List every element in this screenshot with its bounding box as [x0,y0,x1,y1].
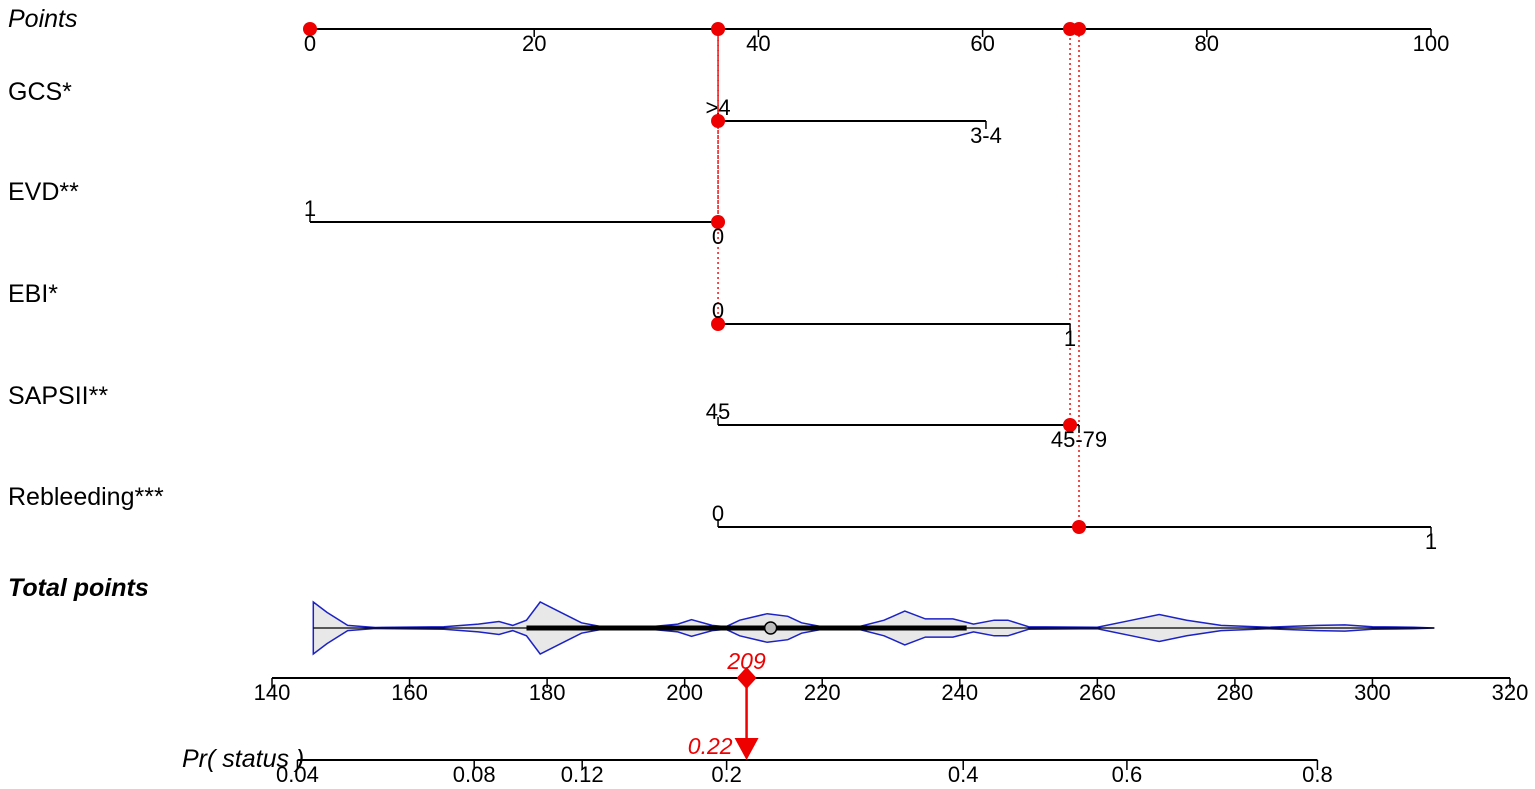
selected-level-marker [711,317,726,331]
probability-tick-label: 0.12 [561,762,604,787]
probability-tick-label: 0.2 [711,762,742,787]
variable-level-label: 1 [1425,529,1437,554]
probability-tick-label: 0.08 [453,762,496,787]
total-points-tick-label: 280 [1217,680,1254,705]
total-points-tick-label: 140 [254,680,291,705]
distribution-median-point [763,621,778,635]
variable-level-label: 1 [1064,326,1076,351]
points-tick-label: 60 [970,31,994,56]
total-points-tick-label: 200 [666,680,703,705]
axes [271,28,1511,770]
variable-label: EVD** [8,178,79,206]
guide-lines [717,29,1080,527]
points-axis-marker [711,22,726,36]
total-points-tick-label: 240 [941,680,978,705]
selected-level-marker [1072,520,1087,534]
variable-level-label: 0 [712,298,724,323]
probability-tick-label: 0.6 [1112,762,1143,787]
variable-level-label: 0 [712,224,724,249]
probability-tick-label: 0.04 [276,762,319,787]
selected-level-marker [1063,418,1078,432]
points-tick-label: 80 [1195,31,1219,56]
points-tick-label: 40 [746,31,770,56]
total-points-tick-label: 180 [529,680,566,705]
total-points-marker [736,667,757,689]
probability-marker [734,738,759,760]
variable-level-label: >4 [705,95,730,120]
variable-level-label: 45-79 [1051,427,1107,452]
probability-tick-label: 0.8 [1302,762,1333,787]
points-axis-marker [303,22,317,36]
total-points-title: Total points [8,574,149,602]
variable-label: EBI* [8,280,58,308]
variable-label: GCS* [8,78,72,106]
points-tick-label: 0 [304,31,316,56]
points-tick-label: 100 [1413,31,1450,56]
selected-probability-label: 0.22 [688,733,733,759]
variable-label: Rebleeding*** [8,483,164,511]
variable-level-label: 0 [712,501,724,526]
points-axis-marker [1072,22,1087,36]
total-points-tick-label: 260 [1079,680,1116,705]
total-points-tick-label: 160 [391,680,428,705]
points-axis-title: Points [8,5,77,33]
selected-level-marker [711,215,726,229]
total-points-tick-label: 300 [1354,680,1391,705]
total-points-tick-label: 220 [804,680,841,705]
probability-axis-title: Pr( status ) [182,745,304,773]
probability-tick-label: 0.4 [948,762,979,787]
total-points-distribution [312,600,1435,656]
variable-level-label: 45 [706,399,730,424]
points-tick-label: 20 [522,31,546,56]
total-points-tick-label: 320 [1492,680,1529,705]
selected-level-marker [711,114,726,128]
variable-label: SAPSII** [8,382,108,410]
variable-level-label: 3-4 [970,123,1002,148]
selected-total-label: 209 [726,648,766,674]
markers [303,22,1087,760]
variable-level-label: 1 [304,196,316,221]
labels: 0 20 40 60 80 100 Points GCS* >4 3-4 EVD** 1 0 EBI* 0 1… [8,5,1528,787]
